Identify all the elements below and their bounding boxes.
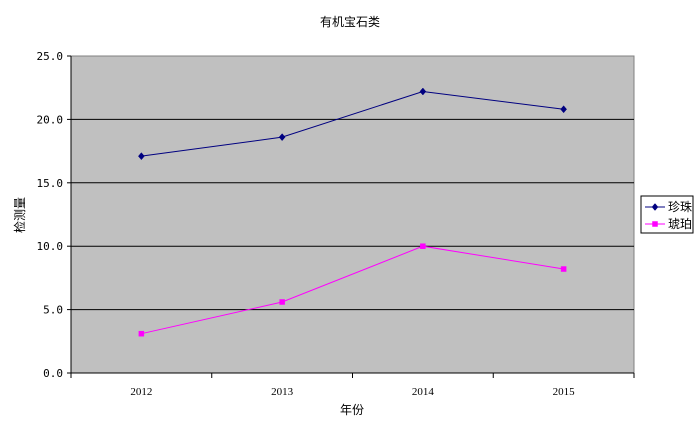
y-tick-label: 5.0	[43, 304, 63, 317]
series-2	[138, 243, 567, 337]
y-tick-label: 0.0	[43, 367, 63, 380]
legend-item-1: 珍珠	[645, 200, 692, 214]
x-tick-label: 2015	[553, 386, 576, 398]
data-point	[560, 266, 567, 272]
x-tick-label: 2013	[271, 386, 294, 398]
data-point	[279, 299, 285, 305]
data-point	[560, 105, 567, 114]
x-tick-label: 2012	[130, 386, 152, 398]
legend-label: 琥珀	[668, 217, 692, 231]
y-tick-label: 25.0	[37, 50, 64, 63]
plot-area	[70, 55, 635, 374]
legend-label: 珍珠	[668, 200, 692, 214]
legend-box	[640, 195, 694, 234]
y-axis-title: 检测量	[12, 197, 27, 233]
gridlines	[71, 118, 634, 311]
legend-item-2: 琥珀	[645, 217, 692, 231]
x-axis-ticks: 2012 2013 2014 2015	[70, 373, 635, 398]
series-line	[141, 90, 564, 157]
y-tick-label: 20.0	[37, 113, 64, 126]
data-point	[419, 87, 427, 96]
x-tick-label: 2014	[412, 386, 435, 398]
x-axis-title: 年份	[340, 403, 364, 417]
data-point	[420, 243, 426, 249]
series-line	[141, 245, 564, 335]
data-point	[138, 152, 145, 161]
series-group	[138, 87, 567, 337]
chart-title: 有机宝石类	[320, 15, 380, 29]
y-tick-label: 15.0	[37, 177, 64, 190]
series-1	[138, 87, 567, 161]
data-point	[138, 330, 145, 337]
y-tick-label: 10.0	[37, 240, 64, 253]
legend-marker	[652, 221, 658, 227]
data-point	[278, 133, 286, 142]
legend-marker	[651, 203, 659, 211]
